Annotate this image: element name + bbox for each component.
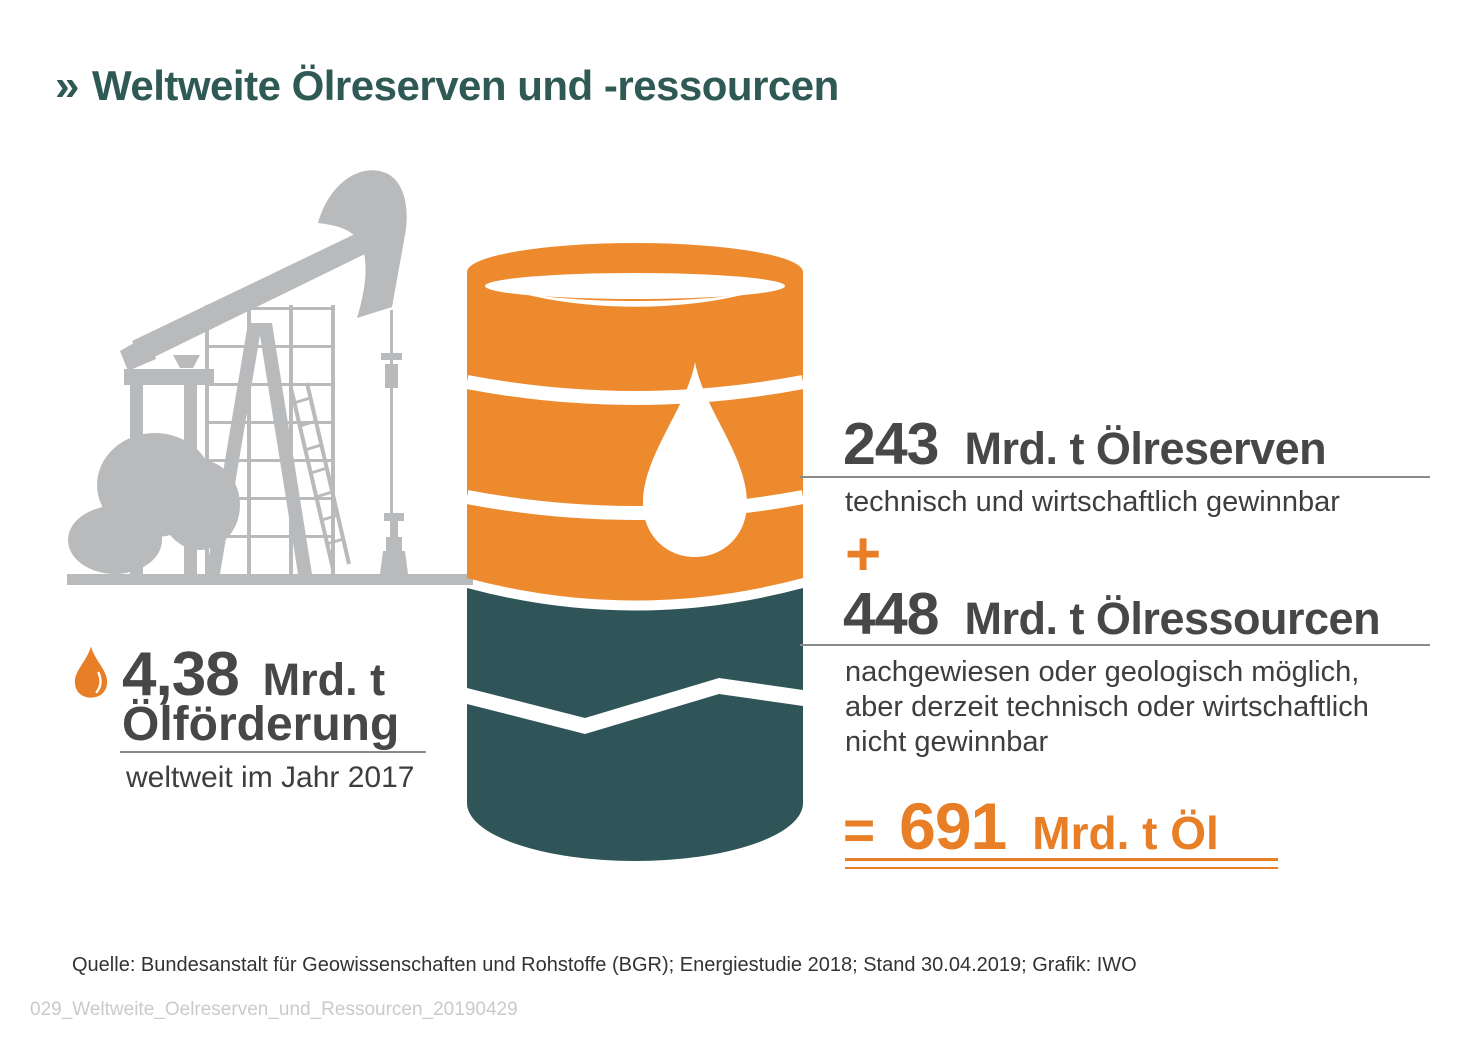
resources-description-line2: aber derzeit technisch oder wirtschaftli… [845, 691, 1369, 723]
reserves-divider [800, 476, 1430, 478]
production-label: Ölförderung [122, 698, 400, 751]
reserves-description: technisch und wirtschaftlich gewinnbar [845, 486, 1340, 518]
oil-drop-icon [74, 646, 108, 698]
reserves-value: 243 [843, 411, 939, 477]
production-stat: 4,38 Mrd. t [122, 644, 385, 706]
oil-pump-jack-icon [67, 170, 473, 585]
resources-unit: Mrd. t Ölressourcen [964, 593, 1381, 644]
chevron-icon: » [55, 61, 79, 110]
resources-description-line3: nicht gewinnbar [845, 726, 1049, 758]
page-title-text: Weltweite Ölreserven und -ressourcen [91, 62, 839, 109]
total-unit: Mrd. t Öl [1032, 807, 1219, 859]
plus-sign: + [845, 520, 882, 589]
resources-value: 448 [843, 581, 939, 647]
resources-divider [800, 644, 1430, 646]
reserves-stat: 243 Mrd. t Ölreserven [843, 411, 1327, 477]
document-id: 029_Weltweite_Oelreserven_und_Ressourcen… [30, 999, 518, 1020]
production-value: 4,38 [122, 640, 240, 709]
resources-stat: 448 Mrd. t Ölressourcen [843, 581, 1381, 647]
oil-barrel-icon [467, 243, 803, 861]
total-value: 691 [899, 789, 1007, 863]
source-note: Quelle: Bundesanstalt für Geowissenschaf… [72, 954, 1137, 976]
production-subtitle: weltweit im Jahr 2017 [126, 761, 415, 794]
total-stat: = 691 Mrd. t Öl [843, 793, 1219, 859]
total-divider-top [845, 858, 1278, 861]
resources-description-line1: nachgewiesen oder geologisch möglich, [845, 656, 1360, 688]
resources-description: nachgewiesen oder geologisch möglich, ab… [845, 655, 1369, 760]
total-divider-bottom [845, 867, 1278, 869]
ground-line [67, 574, 473, 585]
reserves-unit: Mrd. t Ölreserven [964, 423, 1327, 474]
production-divider [120, 751, 426, 753]
equals-sign: = [843, 799, 876, 861]
production-unit: Mrd. t [262, 654, 386, 705]
page-title: » Weltweite Ölreserven und -ressourcen [55, 64, 839, 108]
